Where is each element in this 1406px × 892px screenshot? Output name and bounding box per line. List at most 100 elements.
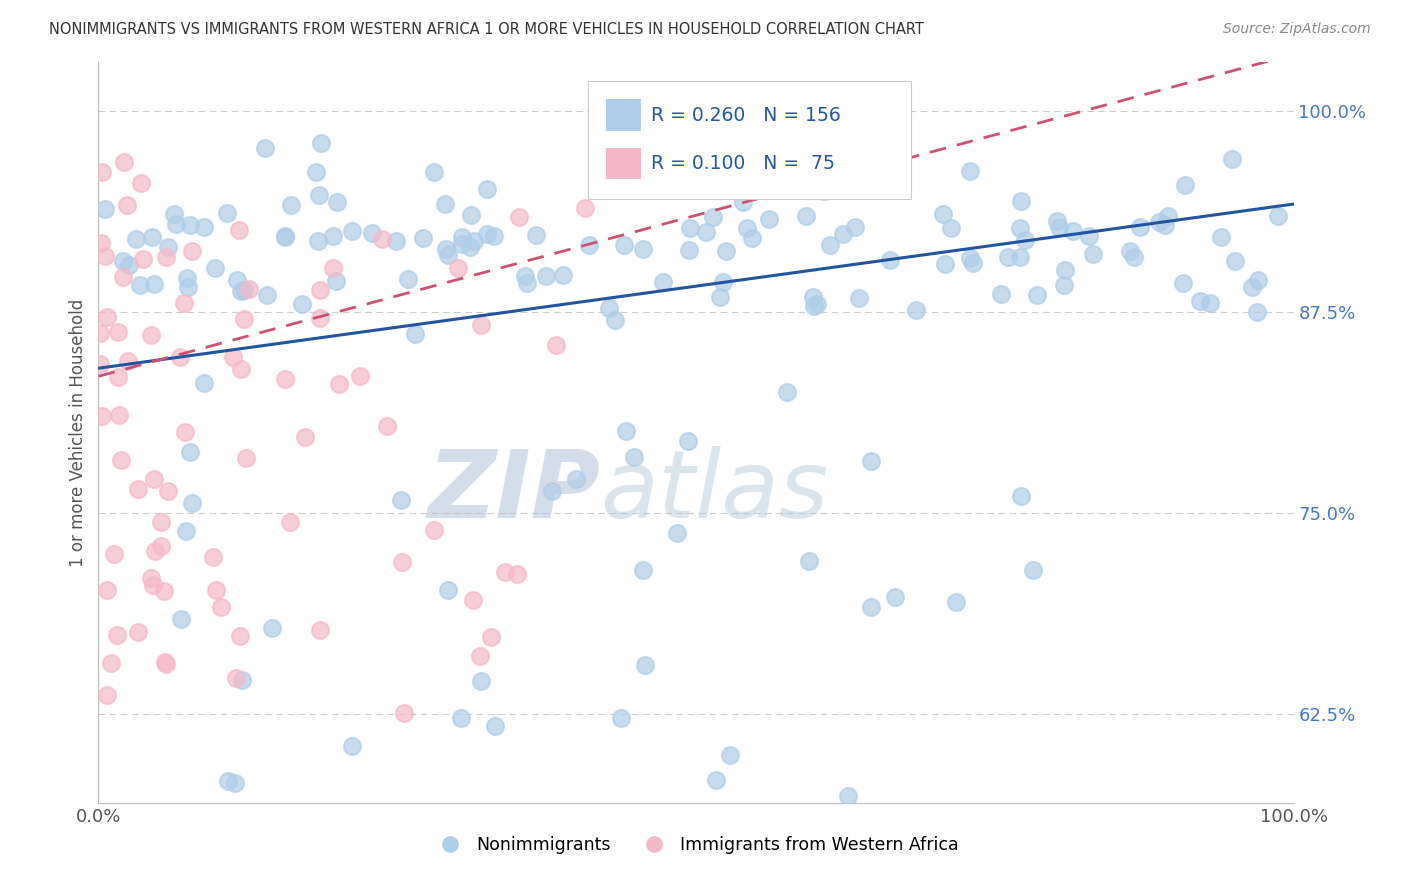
Point	[280, 198, 302, 212]
Point	[1008, 221, 1031, 235]
Point	[305, 164, 328, 178]
Point	[225, 671, 247, 685]
Point	[311, 136, 333, 150]
Point	[1122, 250, 1144, 264]
Point	[1047, 219, 1070, 234]
Point	[1062, 224, 1084, 238]
Point	[679, 221, 702, 235]
Point	[423, 523, 446, 537]
Point	[1147, 215, 1170, 229]
Point	[139, 327, 162, 342]
Point	[174, 425, 197, 439]
Point	[231, 284, 253, 298]
Point	[479, 630, 502, 644]
Point	[706, 773, 728, 788]
Point	[803, 300, 825, 314]
Point	[758, 211, 780, 226]
Point	[256, 288, 278, 302]
Point	[1119, 244, 1142, 258]
Point	[860, 454, 883, 468]
Point	[91, 165, 114, 179]
Point	[508, 210, 530, 224]
Point	[231, 673, 253, 687]
Point	[932, 207, 955, 221]
Point	[100, 656, 122, 670]
Point	[436, 248, 458, 262]
Point	[945, 595, 967, 609]
Point	[484, 719, 506, 733]
Point	[1211, 230, 1233, 244]
Point	[1174, 178, 1197, 193]
Point	[1053, 278, 1076, 293]
FancyBboxPatch shape	[606, 99, 641, 130]
Point	[340, 739, 363, 753]
Point	[776, 385, 799, 400]
Point	[103, 547, 125, 561]
Point	[482, 229, 505, 244]
Point	[112, 154, 135, 169]
Point	[678, 244, 700, 258]
Point	[328, 376, 350, 391]
Point	[470, 318, 492, 332]
Point	[458, 240, 481, 254]
Text: R = 0.100   N =  75: R = 0.100 N = 75	[651, 153, 834, 173]
Point	[391, 555, 413, 569]
Point	[149, 539, 172, 553]
Text: Source: ZipAtlas.com: Source: ZipAtlas.com	[1223, 22, 1371, 37]
Point	[578, 238, 600, 252]
Point	[385, 235, 408, 249]
Point	[1222, 153, 1244, 167]
Point	[844, 219, 866, 234]
Point	[505, 566, 527, 581]
Point	[127, 625, 149, 640]
Point	[463, 234, 485, 248]
Point	[695, 225, 717, 239]
Point	[718, 747, 741, 762]
Point	[447, 260, 470, 275]
Point	[436, 582, 458, 597]
Point	[1014, 233, 1036, 247]
Point	[392, 706, 415, 721]
Point	[107, 369, 129, 384]
Point	[460, 208, 482, 222]
Point	[129, 176, 152, 190]
Point	[176, 279, 198, 293]
Point	[262, 621, 284, 635]
Point	[371, 232, 394, 246]
Point	[1077, 228, 1099, 243]
Point	[209, 599, 232, 614]
Point	[741, 231, 763, 245]
Point	[665, 526, 688, 541]
Point	[143, 471, 166, 485]
Point	[470, 649, 492, 664]
Point	[132, 252, 155, 266]
Point	[962, 256, 984, 270]
Point	[934, 257, 956, 271]
Point	[1022, 563, 1045, 577]
Point	[169, 350, 191, 364]
Point	[516, 277, 538, 291]
Point	[128, 277, 150, 292]
Point	[837, 789, 859, 803]
Point	[155, 250, 177, 264]
Point	[225, 273, 247, 287]
Point	[142, 578, 165, 592]
Point	[156, 240, 179, 254]
Point	[326, 194, 349, 209]
Point	[96, 688, 118, 702]
Point	[849, 136, 872, 150]
Point	[180, 244, 202, 258]
Point	[107, 325, 129, 339]
Point	[308, 310, 330, 325]
Point	[633, 658, 655, 673]
Point	[231, 362, 253, 376]
Point	[375, 418, 398, 433]
Point	[173, 296, 195, 310]
Point	[142, 277, 165, 292]
Point	[709, 290, 731, 304]
Point	[806, 297, 828, 311]
Point	[564, 472, 586, 486]
Point	[155, 657, 177, 671]
Point	[884, 590, 907, 604]
Point	[423, 165, 446, 179]
